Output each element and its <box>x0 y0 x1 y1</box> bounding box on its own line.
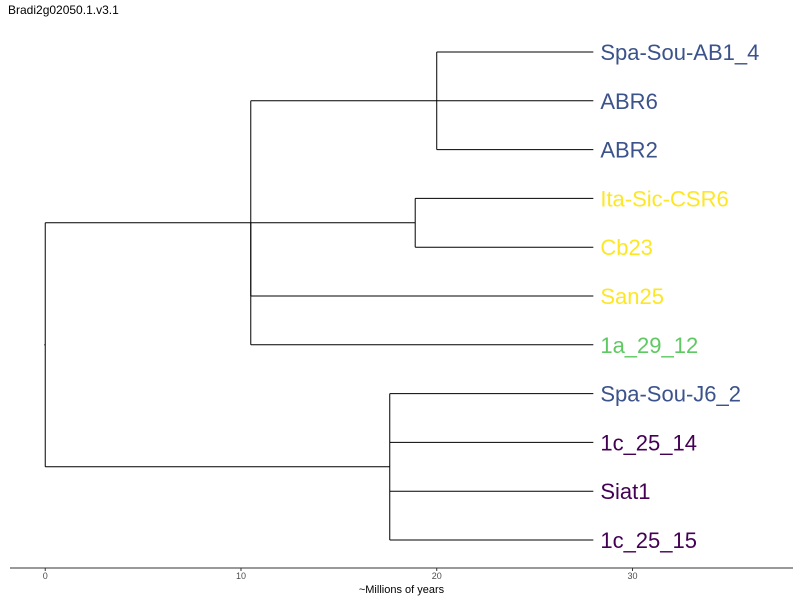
tip-label: Spa-Sou-J6_2 <box>600 382 741 407</box>
tip-label: Cb23 <box>600 235 653 260</box>
tip-labels: Spa-Sou-AB1_4 ABR6 ABR2 Ita-Sic-CSR6 Cb23 San… <box>600 40 759 553</box>
tip-label: 1a_29_12 <box>600 333 698 358</box>
x-axis-title: ~Millions of years <box>359 584 445 596</box>
x-tick-label: 20 <box>432 571 442 581</box>
tip-label: ABR2 <box>600 138 657 163</box>
chart-title: Bradi2g02050.1.v3.1 <box>8 3 119 17</box>
tree-branches <box>44 51 594 541</box>
tip-label: Ita-Sic-CSR6 <box>600 186 728 211</box>
x-axis-ticks: 0 10 20 30 <box>43 568 637 581</box>
tip-label: 1c_25_14 <box>600 430 697 455</box>
tip-label: Spa-Sou-AB1_4 <box>600 40 759 65</box>
x-tick-label: 30 <box>627 571 637 581</box>
x-axis: 0 10 20 30 ~Millions of years <box>10 567 793 596</box>
tip-label: ABR6 <box>600 89 657 114</box>
x-tick-label: 10 <box>236 571 246 581</box>
tip-label: San25 <box>600 284 664 309</box>
x-tick-label: 0 <box>43 571 48 581</box>
tip-label: 1c_25_15 <box>600 528 697 553</box>
tip-label: Siat1 <box>600 479 650 504</box>
